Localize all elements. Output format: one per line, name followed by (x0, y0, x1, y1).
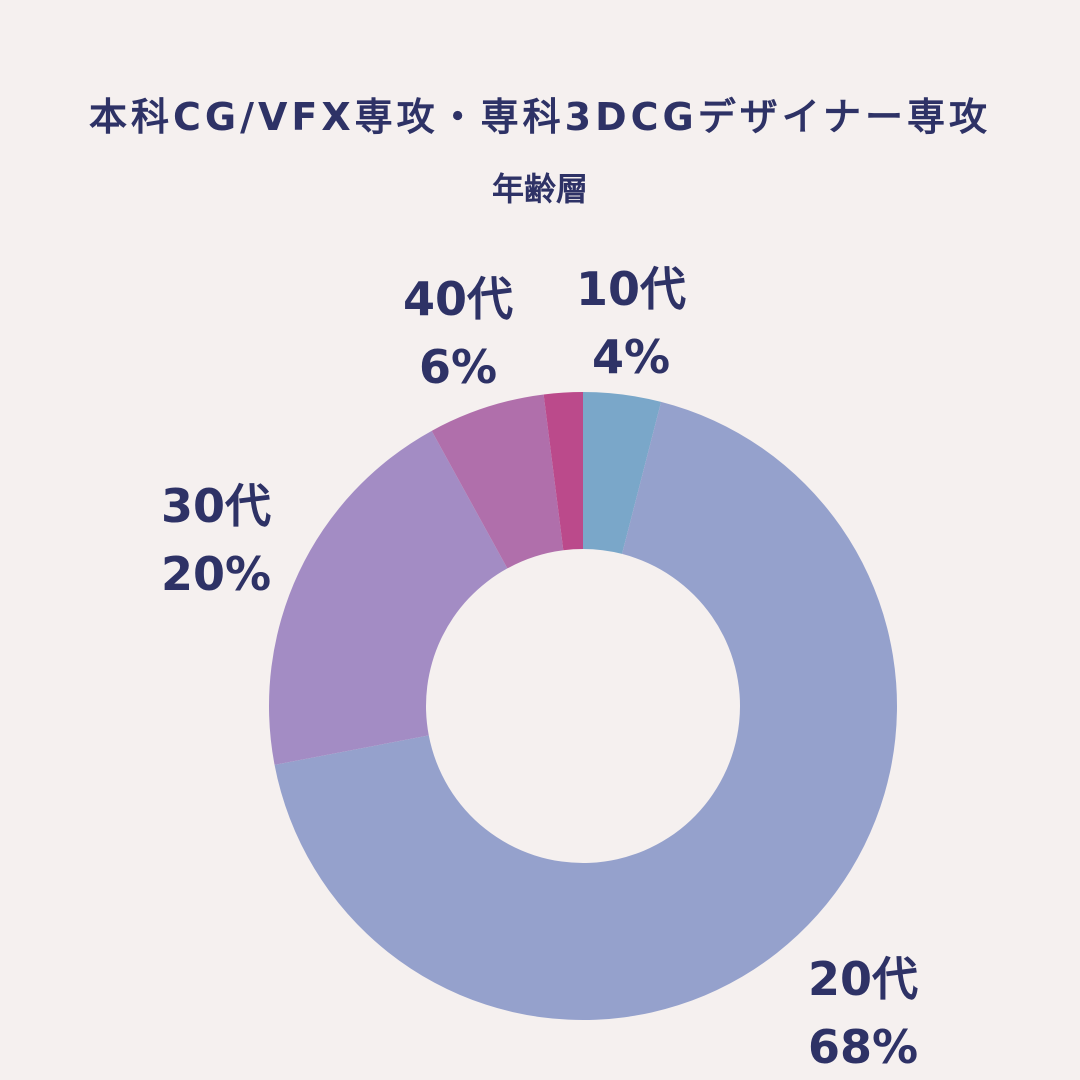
slice-value-label-40代: 6% (419, 340, 497, 394)
slice-value-label-10代: 4% (592, 330, 670, 384)
slice-label-40代: 40代 (403, 272, 513, 326)
chart-title-block: 本科CG/VFX専攻・専科3DCGデザイナー専攻 年齢層 (0, 88, 1080, 214)
slice-label-10代: 10代 (576, 262, 686, 316)
slice-value-label-30代: 20% (161, 547, 271, 601)
slice-label-30代: 30代 (161, 479, 271, 533)
donut-slice-30代 (268, 430, 508, 765)
donut-slices (268, 392, 898, 1021)
donut-slice-10代 (583, 392, 662, 554)
chart-title: 本科CG/VFX専攻・専科3DCGデザイナー専攻 (89, 95, 991, 139)
donut-labels: 10代 4% 20代 68% 30代 20% 40代 6% (161, 262, 918, 1074)
donut-slice-other (543, 392, 583, 551)
slice-label-20代: 20代 (808, 952, 918, 1006)
donut-slice-40代 (431, 394, 564, 569)
donut-slice-20代 (274, 401, 898, 1021)
slice-value-label-20代: 68% (808, 1020, 918, 1074)
chart-subtitle: 年齢層 (491, 170, 588, 208)
